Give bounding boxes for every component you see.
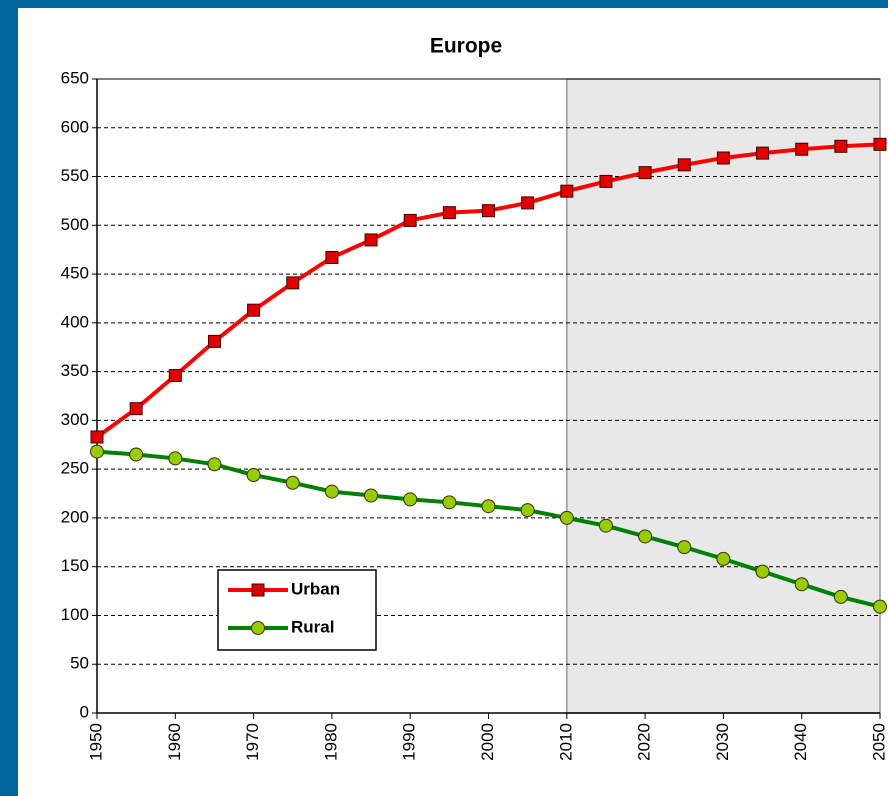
marker — [129, 447, 144, 462]
x-tick-label: 2040 — [791, 723, 810, 761]
marker — [834, 139, 848, 153]
y-tick-label: 500 — [61, 215, 89, 234]
marker — [207, 457, 222, 472]
marker — [246, 468, 261, 483]
y-tick-label: 250 — [61, 459, 89, 478]
marker — [324, 484, 339, 499]
marker — [833, 589, 848, 604]
marker — [638, 166, 652, 180]
legend-marker — [251, 583, 265, 597]
y-tick-label: 300 — [61, 410, 89, 429]
y-tick-label: 450 — [61, 264, 89, 283]
marker — [403, 492, 418, 507]
x-tick-label: 2050 — [869, 723, 888, 761]
marker — [873, 599, 887, 614]
y-tick-label: 350 — [61, 361, 89, 380]
y-tick-label: 150 — [61, 556, 89, 575]
marker — [756, 146, 770, 160]
y-tick-label: 0 — [80, 702, 89, 721]
marker — [129, 402, 143, 416]
y-tick-label: 600 — [61, 117, 89, 136]
x-tick-label: 2000 — [478, 723, 497, 761]
y-tick-label: 200 — [61, 507, 89, 526]
legend-box — [217, 569, 377, 651]
x-tick-label: 2010 — [556, 723, 575, 761]
legend-label: Rural — [291, 617, 334, 636]
marker — [677, 540, 692, 555]
marker — [873, 137, 887, 151]
marker — [90, 444, 104, 459]
x-tick-label: 2030 — [713, 723, 732, 761]
marker — [677, 158, 691, 172]
legend-label: Urban — [291, 579, 340, 598]
marker — [795, 142, 809, 156]
marker — [481, 499, 496, 514]
marker — [716, 151, 730, 165]
marker — [482, 204, 495, 218]
marker — [442, 206, 456, 220]
marker — [599, 174, 613, 188]
marker — [325, 250, 339, 264]
y-tick-label: 550 — [61, 166, 89, 185]
marker — [90, 430, 104, 444]
x-tick-label: 1960 — [165, 723, 184, 761]
marker — [520, 503, 535, 518]
marker — [755, 564, 770, 579]
marker — [442, 495, 457, 510]
y-tick-label: 50 — [70, 654, 89, 673]
marker — [168, 451, 183, 466]
x-tick-label: 1970 — [243, 723, 262, 761]
y-tick-label: 650 — [61, 68, 89, 87]
marker — [403, 213, 417, 227]
x-tick-label: 1990 — [400, 723, 419, 761]
marker — [364, 233, 378, 247]
marker — [285, 475, 300, 490]
marker — [521, 196, 535, 210]
x-tick-label: 1950 — [86, 723, 105, 761]
marker — [716, 551, 731, 566]
marker — [598, 518, 613, 533]
projection-shade — [566, 78, 881, 714]
legend-marker — [251, 621, 265, 635]
y-tick-label: 400 — [61, 312, 89, 331]
marker — [794, 577, 809, 592]
marker — [168, 369, 182, 383]
marker — [286, 276, 300, 290]
marker — [207, 334, 221, 348]
marker — [247, 303, 261, 317]
marker — [364, 488, 379, 503]
marker — [638, 529, 653, 544]
chart-title: Europe — [430, 35, 502, 58]
y-tick-label: 100 — [61, 605, 89, 624]
marker — [559, 510, 574, 525]
x-tick-label: 1980 — [321, 723, 340, 761]
marker — [560, 184, 574, 198]
x-tick-label: 2020 — [635, 723, 654, 761]
